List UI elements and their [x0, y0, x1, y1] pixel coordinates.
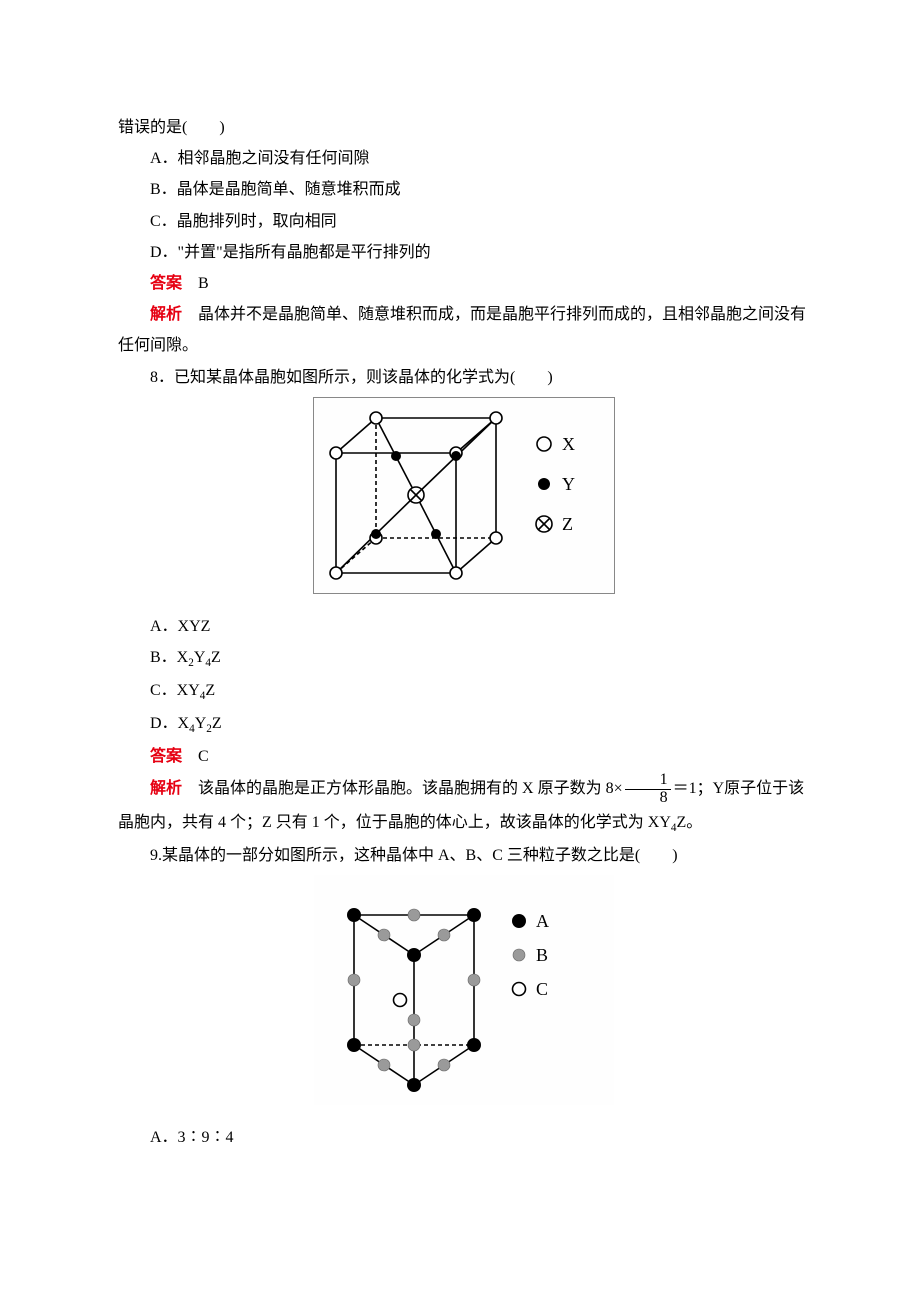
q7-option-c: C．晶胞排列时，取向相同	[118, 206, 810, 237]
q7-explanation: 解析 晶体并不是晶胞简单、随意堆积而成，而是晶胞平行排列而成的，且相邻晶胞之间没…	[118, 299, 810, 361]
legend-b: B	[536, 945, 548, 965]
legend-c: C	[536, 979, 548, 999]
fraction: 18	[625, 772, 671, 807]
q8-option-b: B．X2Y4Z	[118, 642, 810, 675]
q7-option-d: D．"并置"是指所有晶胞都是平行排列的	[118, 237, 810, 268]
q7-answer: 答案 B	[118, 268, 810, 299]
q8-answer: 答案 C	[118, 741, 810, 772]
q9-option-a: A．3∶9∶4	[118, 1122, 810, 1153]
answer-label: 答案	[150, 275, 182, 292]
q9-prism-svg: A B C	[314, 875, 614, 1105]
legend-z: Z	[562, 514, 573, 534]
q8-answer-value: C	[182, 748, 209, 765]
q7-stem-tail: 错误的是( )	[118, 112, 810, 143]
q8-unit-cell-svg: X Y Z	[314, 398, 614, 593]
q9-figure: A B C	[118, 875, 810, 1116]
q8-explanation: 解析 该晶体的晶胞是正方体形晶胞。该晶胞拥有的 X 原子数为 8×18＝1；Y原…	[118, 772, 810, 840]
explain-label: 解析	[150, 780, 182, 797]
q7-answer-value: B	[182, 275, 209, 292]
q9-stem: 9.某晶体的一部分如图所示，这种晶体中 A、B、C 三种粒子数之比是( )	[118, 840, 810, 871]
answer-label: 答案	[150, 748, 182, 765]
q7-explain-text: 晶体并不是晶胞简单、随意堆积而成，而是晶胞平行排列而成的，且相邻晶胞之间没有任何…	[118, 306, 806, 354]
explain-label: 解析	[150, 306, 182, 323]
q8-option-a: A．XYZ	[118, 611, 810, 642]
q7-option-a: A．相邻晶胞之间没有任何间隙	[118, 143, 810, 174]
q8-option-c: C．XY4Z	[118, 675, 810, 708]
legend-y: Y	[562, 474, 575, 494]
q8-option-d: D．X4Y2Z	[118, 708, 810, 741]
q8-stem: 8．已知某晶体晶胞如图所示，则该晶体的化学式为( )	[118, 362, 810, 393]
legend-a: A	[536, 911, 549, 931]
q8-figure: X Y Z	[118, 397, 810, 605]
legend-x: X	[562, 434, 575, 454]
q7-option-b: B．晶体是晶胞简单、随意堆积而成	[118, 174, 810, 205]
